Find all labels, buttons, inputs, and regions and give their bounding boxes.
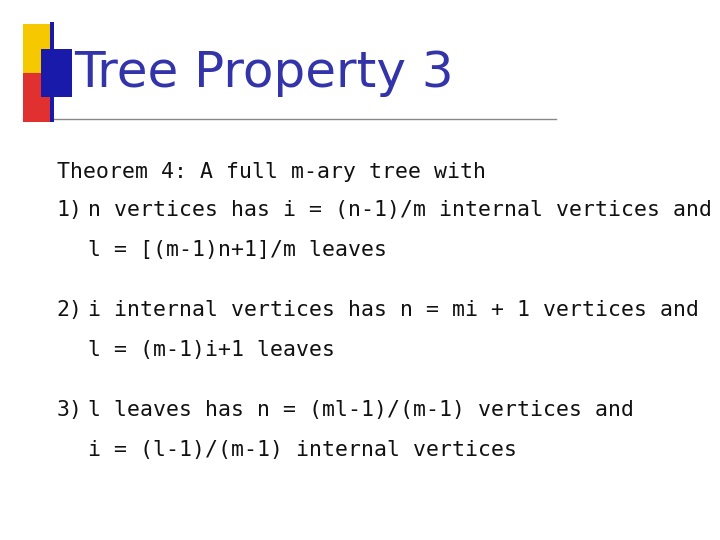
Text: i = (l-1)/(m-1) internal vertices: i = (l-1)/(m-1) internal vertices xyxy=(88,440,517,460)
Text: l = (m-1)i+1 leaves: l = (m-1)i+1 leaves xyxy=(88,340,335,360)
Text: l leaves has n = (ml-1)/(m-1) vertices and: l leaves has n = (ml-1)/(m-1) vertices a… xyxy=(88,400,634,420)
FancyBboxPatch shape xyxy=(50,22,55,122)
Text: Tree Property 3: Tree Property 3 xyxy=(73,49,454,97)
Text: 3): 3) xyxy=(57,400,83,420)
Text: l = [(m-1)n+1]/m leaves: l = [(m-1)n+1]/m leaves xyxy=(88,240,387,260)
Text: 1): 1) xyxy=(57,200,83,220)
FancyBboxPatch shape xyxy=(23,73,54,122)
Text: 2): 2) xyxy=(57,300,83,320)
FancyBboxPatch shape xyxy=(41,49,72,97)
FancyBboxPatch shape xyxy=(23,24,54,73)
Text: Theorem 4: A full m-ary tree with: Theorem 4: A full m-ary tree with xyxy=(57,162,486,182)
Text: n vertices has i = (n-1)/m internal vertices and: n vertices has i = (n-1)/m internal vert… xyxy=(88,200,712,220)
Text: i internal vertices has n = mi + 1 vertices and: i internal vertices has n = mi + 1 verti… xyxy=(88,300,699,320)
